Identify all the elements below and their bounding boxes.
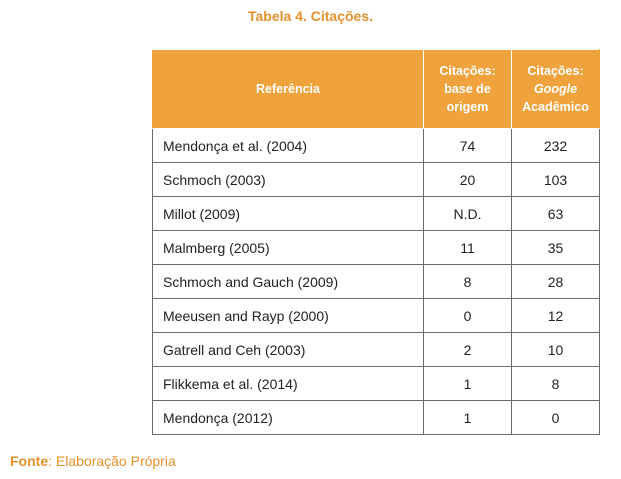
table-row: Gatrell and Ceh (2003) 2 10 <box>152 332 600 367</box>
cell-google: 12 <box>511 298 600 333</box>
cell-reference: Flikkema et al. (2014) <box>152 366 424 401</box>
cell-google: 63 <box>511 196 600 231</box>
cell-google: 232 <box>511 128 600 163</box>
cell-google: 8 <box>511 366 600 401</box>
header-base-line3: origem <box>446 100 489 114</box>
cell-google: 103 <box>511 162 600 197</box>
cell-google: 28 <box>511 264 600 299</box>
cell-google: 0 <box>511 400 600 435</box>
cell-base: N.D. <box>423 196 512 231</box>
cell-google: 35 <box>511 230 600 265</box>
cell-base: 2 <box>423 332 512 367</box>
table-row: Millot (2009) N.D. 63 <box>152 196 600 231</box>
header-base-line1: Citações: <box>439 64 496 78</box>
header-citations-google: Citações: Google Acadêmico <box>511 49 600 129</box>
citations-table: Referência Citações: base de origem Cita… <box>152 49 600 435</box>
header-google-line3: Acadêmico <box>522 100 589 114</box>
cell-reference: Millot (2009) <box>152 196 424 231</box>
source-label: Fonte <box>10 453 49 469</box>
table-caption: Tabela 4. Citações. <box>247 8 373 24</box>
cell-base: 1 <box>423 400 512 435</box>
cell-base: 0 <box>423 298 512 333</box>
cell-reference: Schmoch and Gauch (2009) <box>152 264 424 299</box>
cell-base: 1 <box>423 366 512 401</box>
header-reference: Referência <box>152 49 424 129</box>
header-google-line2: Google <box>533 82 578 96</box>
cell-reference: Gatrell and Ceh (2003) <box>152 332 424 367</box>
cell-reference: Mendonça (2012) <box>152 400 424 435</box>
cell-base: 20 <box>423 162 512 197</box>
table-row: Flikkema et al. (2014) 1 8 <box>152 366 600 401</box>
table-row: Schmoch (2003) 20 103 <box>152 162 600 197</box>
table-row: Mendonça (2012) 1 0 <box>152 400 600 435</box>
cell-reference: Malmberg (2005) <box>152 230 424 265</box>
cell-reference: Mendonça et al. (2004) <box>152 128 424 163</box>
cell-base: 11 <box>423 230 512 265</box>
table-row: Malmberg (2005) 11 35 <box>152 230 600 265</box>
table-row: Meeusen and Rayp (2000) 0 12 <box>152 298 600 333</box>
table-header-row: Referência Citações: base de origem Cita… <box>152 49 600 129</box>
cell-google: 10 <box>511 332 600 367</box>
header-google-line1: Citações: <box>527 64 584 78</box>
cell-reference: Meeusen and Rayp (2000) <box>152 298 424 333</box>
header-base-line2: base de <box>444 82 491 96</box>
cell-base: 74 <box>423 128 512 163</box>
table-row: Mendonça et al. (2004) 74 232 <box>152 128 600 163</box>
header-citations-base: Citações: base de origem <box>423 49 512 129</box>
cell-base: 8 <box>423 264 512 299</box>
source-note: Fonte: Elaboração Própria <box>10 453 176 469</box>
source-text: : Elaboração Própria <box>48 453 176 469</box>
table-row: Schmoch and Gauch (2009) 8 28 <box>152 264 600 299</box>
cell-reference: Schmoch (2003) <box>152 162 424 197</box>
